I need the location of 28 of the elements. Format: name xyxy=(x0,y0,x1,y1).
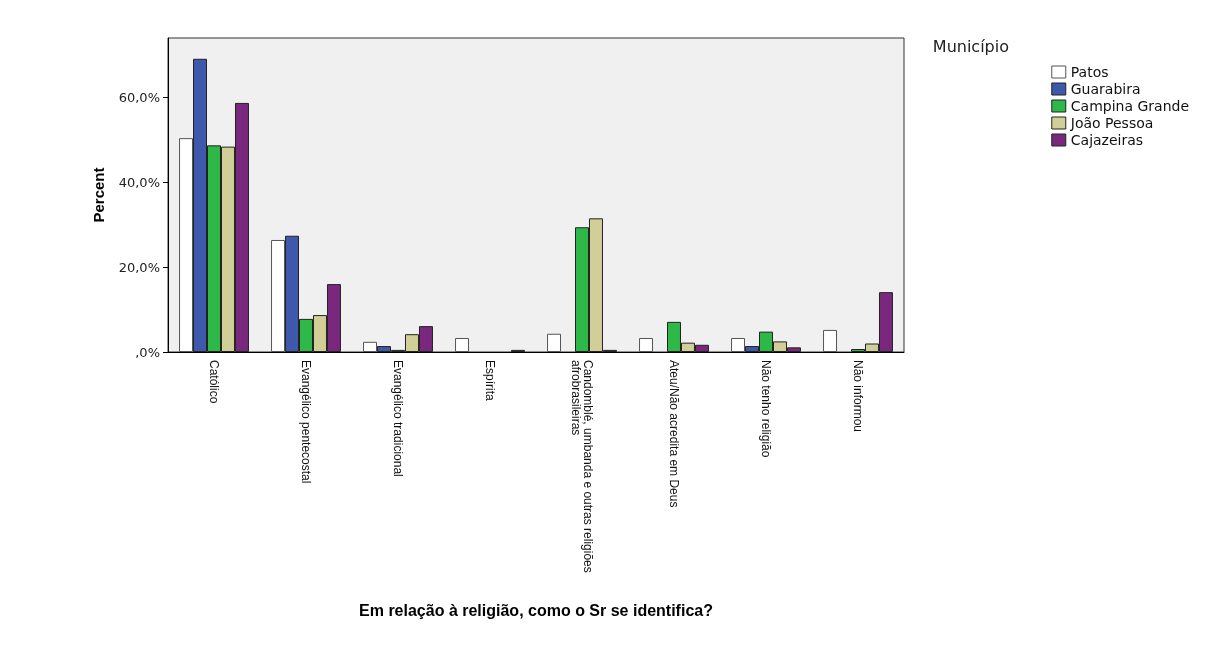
bar xyxy=(271,239,286,352)
legend-label: Campina Grande xyxy=(1070,98,1190,114)
legend-label: Guarabira xyxy=(1070,81,1141,97)
x-axis-title: Em relação à religião, como o Sr se identifica? xyxy=(359,601,713,619)
bar xyxy=(455,338,470,352)
y-tick-label: 40,0% xyxy=(118,174,160,190)
bar xyxy=(363,341,378,352)
x-tick-label: Ateu/Não acredita em Deus xyxy=(667,360,681,508)
legend-label: João Pessoa xyxy=(1069,115,1154,131)
bar xyxy=(639,338,654,352)
x-tick-label: Não informou xyxy=(851,360,865,433)
legend-title: Município xyxy=(932,36,1010,56)
bar xyxy=(179,138,194,352)
x-tick-label: Não tenho religião xyxy=(759,360,773,458)
x-tick-label: Católico xyxy=(207,360,221,404)
legend-label: Patos xyxy=(1070,64,1109,80)
x-tick-label: Evangélico tradicional xyxy=(391,360,405,477)
y-tick-label: ,0% xyxy=(135,344,160,360)
x-tick-label: Evangélico pentecostal xyxy=(299,360,313,484)
y-tick-label: 20,0% xyxy=(118,259,160,275)
x-tick-label: Candomblé, umbanda e outras religiões afrobrasileiras xyxy=(569,360,595,577)
x-tick-label: Espírita xyxy=(483,360,497,402)
bar xyxy=(731,338,746,352)
y-axis-title: Percent xyxy=(90,167,107,223)
bar xyxy=(823,329,838,352)
y-tick-label: 60,0% xyxy=(118,89,160,105)
bar xyxy=(547,333,562,352)
legend-label: Cajazeiras xyxy=(1070,132,1144,148)
